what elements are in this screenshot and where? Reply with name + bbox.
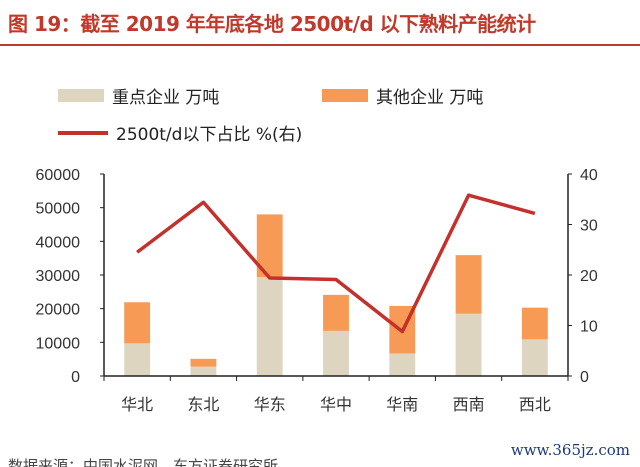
y-tick-label: 40000 [36,234,81,251]
x-tick-label: 西北 [519,396,551,414]
legend-item-key-enterprises: 重点企业 万吨 [58,83,219,108]
y2-tick-label: 20 [580,268,598,285]
x-tick-label: 西南 [453,396,485,414]
y-tick-label: 10000 [36,335,81,352]
legend-item-ratio: 2500t/d以下占比 %(右) [58,120,302,145]
chart-title: 图 19：截至 2019 年年底各地 2500t/d 以下熟料产能统计 [8,12,536,36]
y2-tick-label: 30 [580,218,598,235]
x-tick-label: 东北 [187,396,219,414]
y2-tick-label: 10 [580,319,598,336]
y-tick-label: 30000 [36,268,81,285]
bar-segment [124,302,151,344]
bar-segment [455,313,482,376]
title-divider [0,44,640,46]
legend-swatch [322,89,368,102]
y-tick-label: 0 [71,369,80,386]
x-tick-label: 华中 [320,396,352,414]
bar-segment [190,358,217,367]
bar-segment [389,353,416,376]
source-note: 数据来源：中国水泥网，东方证券研究所 [8,457,279,467]
x-tick-label: 华东 [254,396,286,414]
bar-segment [256,277,283,376]
legend-line [58,130,108,135]
legend-label: 重点企业 万吨 [112,88,220,108]
bar-segment [124,343,151,376]
legend-label: 2500t/d以下占比 %(右) [116,125,303,145]
legend-item-other-enterprises: 其他企业 万吨 [322,83,483,108]
bar-segment [521,339,548,376]
y-tick-label: 60000 [36,167,81,184]
y-tick-label: 50000 [36,201,81,218]
y2-tick-label: 0 [580,369,589,386]
y2-tick-label: 40 [580,167,598,184]
ratio-line [136,193,536,334]
y-tick-label: 20000 [36,302,81,319]
bar-segment [521,307,548,340]
legend-swatch [58,89,104,102]
bar-segment [455,255,482,314]
watermark: www.365jz.com [510,441,630,459]
bar-segment [323,330,349,376]
bar-segment [190,366,217,376]
bar-segment [323,294,349,331]
legend-label: 其他企业 万吨 [376,88,484,108]
x-tick-label: 华南 [386,396,418,414]
x-tick-label: 华北 [121,396,153,414]
